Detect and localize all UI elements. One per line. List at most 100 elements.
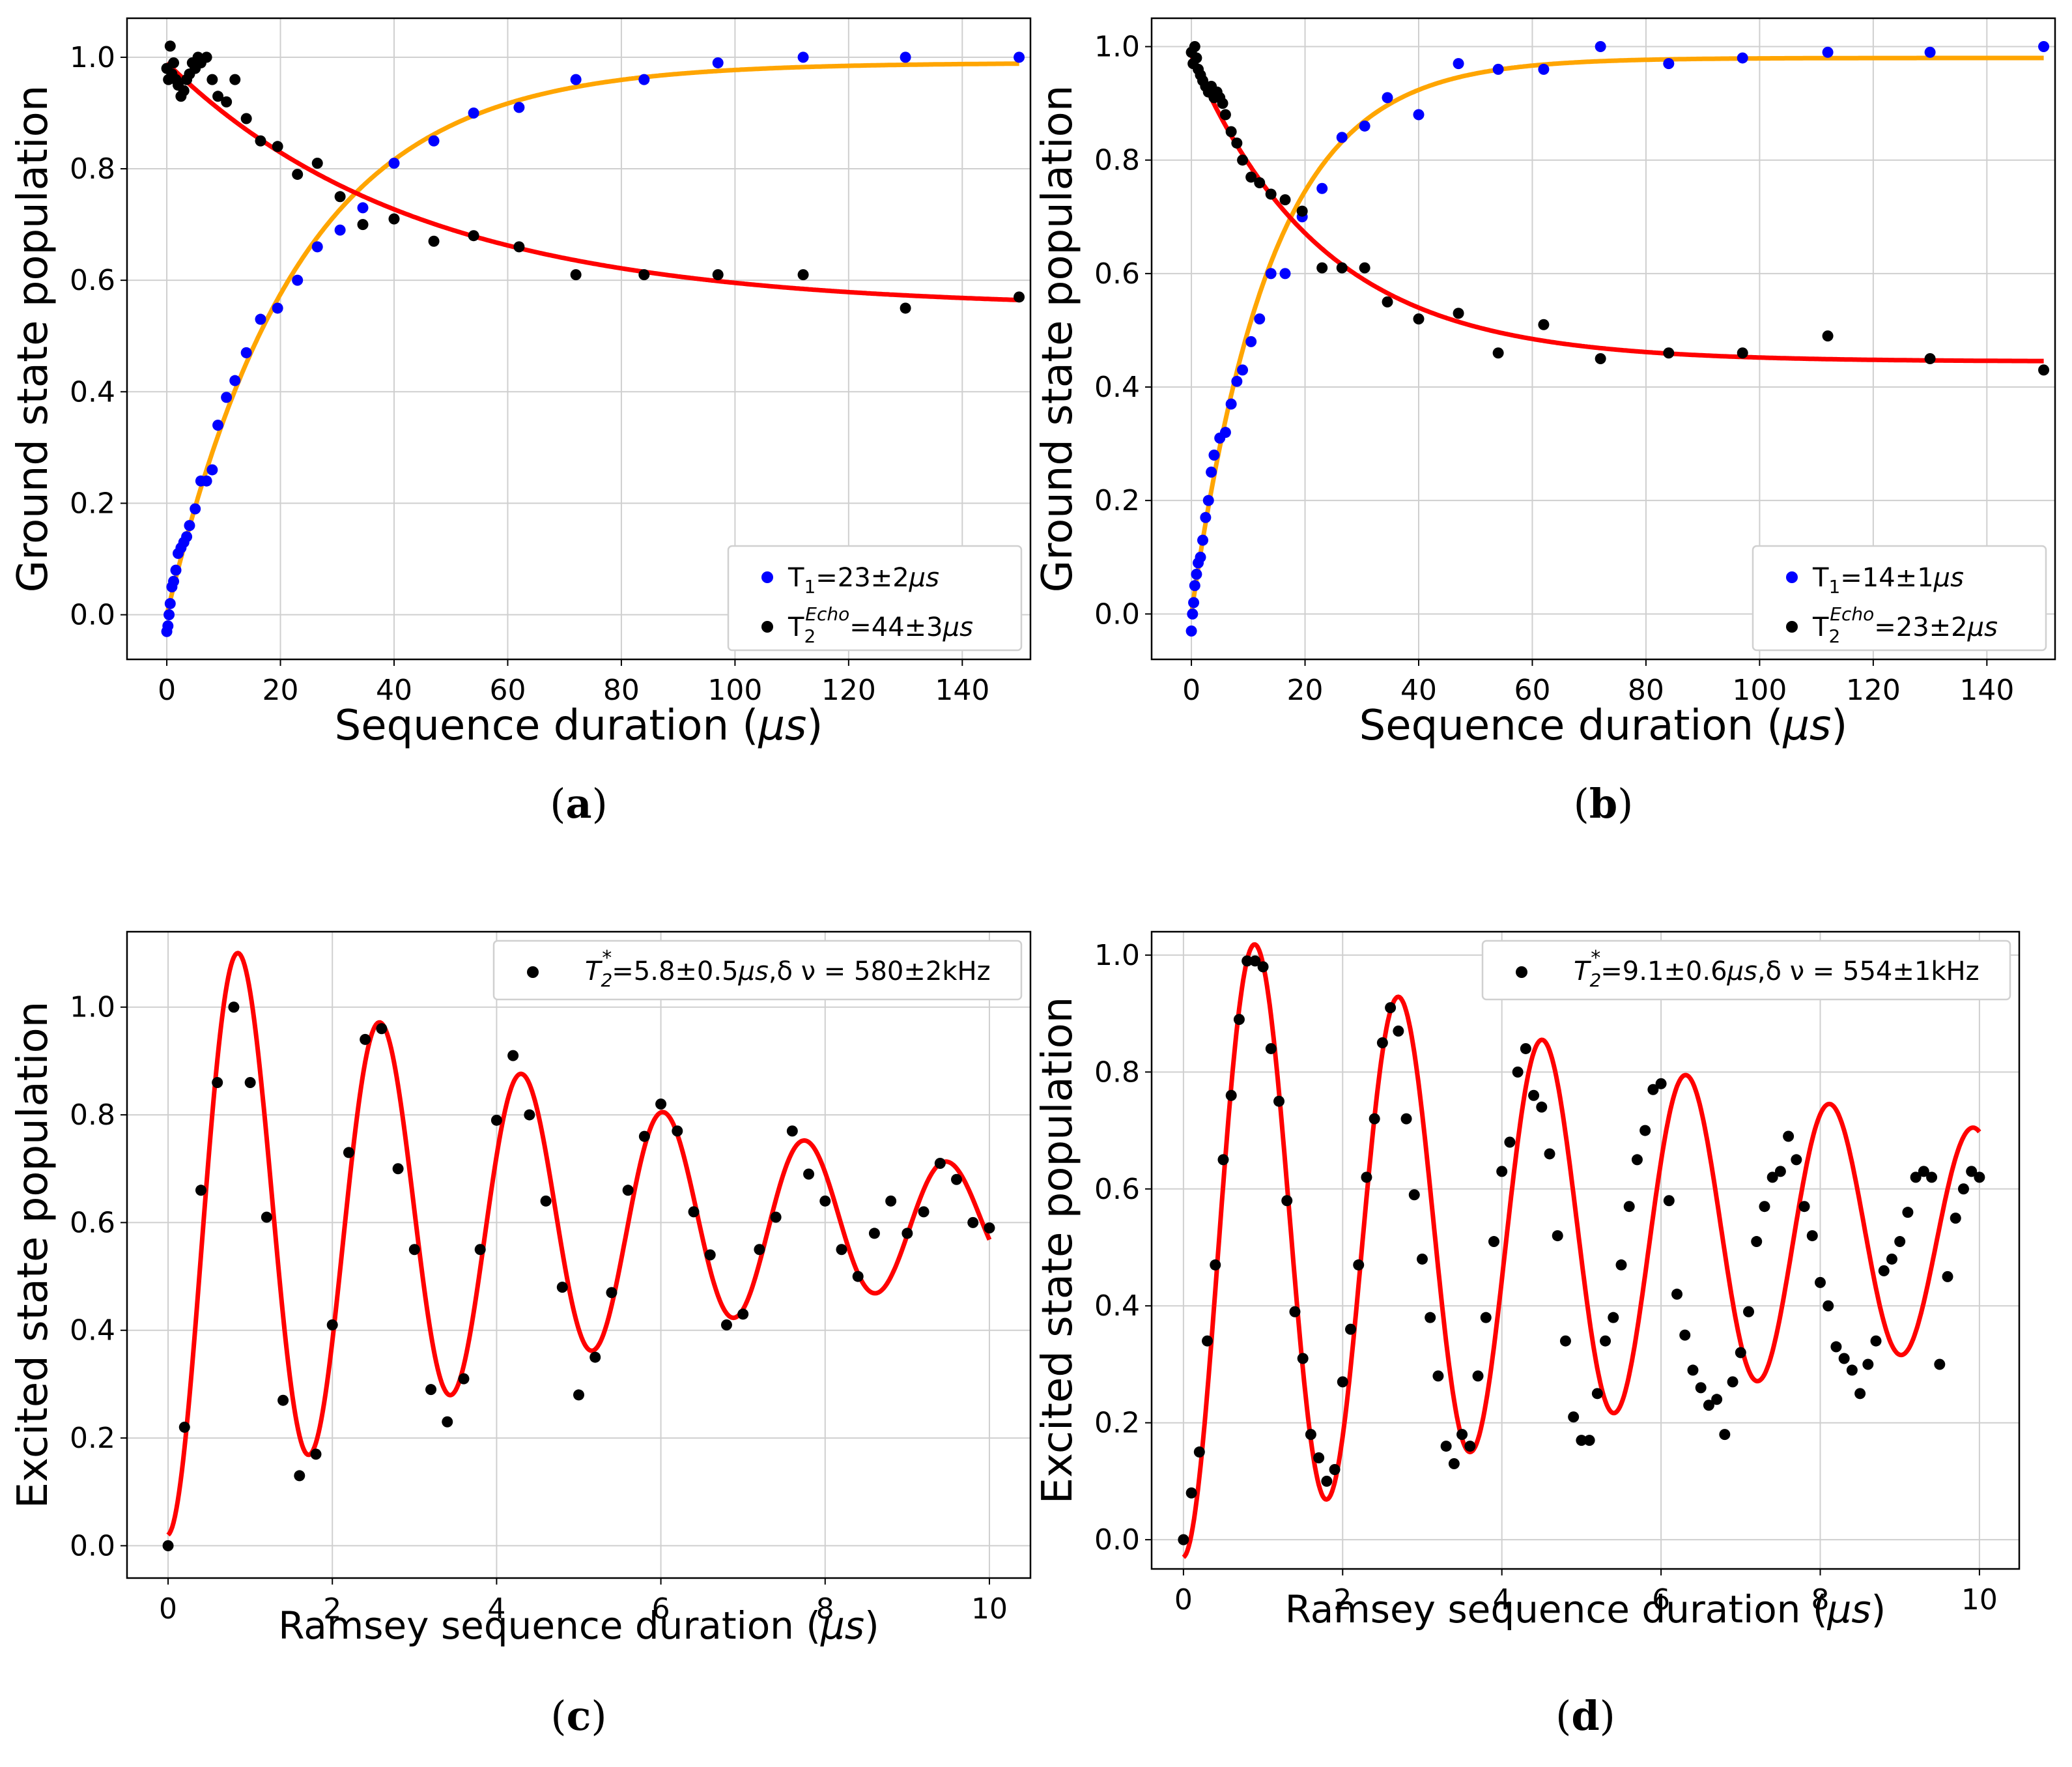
data-point — [1189, 580, 1200, 592]
data-point — [1926, 1171, 1938, 1183]
data-point — [1413, 109, 1425, 121]
data-point — [1185, 625, 1197, 637]
data-point — [1337, 1376, 1348, 1388]
data-point — [1305, 1429, 1316, 1441]
data-point — [261, 1211, 272, 1223]
data-point — [272, 141, 283, 152]
data-point — [1217, 98, 1228, 109]
data-point — [1289, 1306, 1301, 1317]
data-point — [428, 135, 440, 147]
y-tick-label: 0.4 — [70, 375, 115, 409]
data-point — [1219, 109, 1231, 121]
data-point — [212, 420, 224, 431]
plot-frame — [126, 17, 1032, 661]
x-tick-label: 20 — [263, 674, 299, 707]
fit-curve — [1182, 942, 1981, 1559]
y-tick-label: 0.4 — [1094, 371, 1140, 404]
data-point — [1245, 336, 1257, 347]
data-point — [1719, 1429, 1731, 1441]
data-point — [900, 302, 911, 314]
y-tick-label: 0.0 — [1094, 597, 1140, 631]
panel-caption: (d) — [1555, 1692, 1615, 1740]
data-point — [206, 464, 218, 476]
data-point — [1671, 1288, 1683, 1300]
data-point — [1492, 63, 1504, 75]
data-point — [195, 1185, 206, 1196]
data-point — [1783, 1130, 1795, 1142]
legend: T1=14±1μs T2Echo=23±2μs — [1752, 545, 2047, 652]
data-point — [1950, 1213, 1961, 1224]
data-point — [1296, 205, 1308, 217]
data-point — [1600, 1335, 1611, 1347]
x-tick-label: 140 — [935, 674, 989, 707]
data-point — [244, 1076, 256, 1088]
x-axis-title: Sequence duration (μs) — [335, 702, 823, 750]
data-point — [1329, 1463, 1341, 1475]
data-point — [1544, 1148, 1555, 1160]
legend: T1=23±2μs T2Echo=44±3μs — [727, 545, 1023, 652]
data-point — [1313, 1452, 1325, 1464]
y-axis-title: Excited state population — [1034, 997, 1082, 1504]
data-point — [360, 1033, 371, 1045]
data-point — [1679, 1329, 1691, 1341]
legend-box — [492, 940, 1023, 1001]
data-point — [1822, 330, 1834, 342]
data-point — [201, 475, 212, 487]
y-tick-label: 1.0 — [1094, 31, 1140, 64]
data-point — [1886, 1253, 1897, 1265]
data-point — [1520, 1042, 1531, 1054]
data-point — [425, 1384, 437, 1396]
data-point — [1854, 1388, 1866, 1400]
data-point — [1774, 1166, 1786, 1177]
data-point — [1210, 1259, 1221, 1271]
legend-label: T2Echo=23±2μs — [1812, 603, 1998, 647]
fit-curve — [164, 61, 1020, 616]
y-tick-label: 0.8 — [1094, 1056, 1140, 1089]
data-point — [704, 1249, 716, 1261]
data-point — [1647, 1084, 1659, 1095]
data-point — [1838, 1353, 1850, 1364]
x-tick-label: 8 — [816, 1592, 834, 1626]
data-point — [1316, 262, 1328, 274]
data-point — [1187, 608, 1199, 620]
y-axis-title: Ground state population — [1034, 85, 1082, 593]
data-point — [1639, 1125, 1651, 1136]
data-point — [357, 202, 369, 214]
data-point — [1353, 1259, 1365, 1271]
data-point — [622, 1185, 634, 1196]
panel-d: 0 2 4 6 8 10 0.0 0.2 0.4 0.6 0.8 1.0 T2*=9.1±0.6μs,δ… — [1034, 930, 2021, 1740]
plot-frame — [1150, 930, 2021, 1570]
data-point — [468, 107, 479, 119]
data-point — [1966, 1166, 1978, 1177]
data-point — [589, 1351, 601, 1363]
data-point — [1237, 154, 1249, 166]
data-point — [1528, 1089, 1540, 1101]
data-point — [490, 1114, 502, 1126]
data-point — [1759, 1201, 1770, 1213]
x-tick-label: 60 — [1514, 674, 1550, 707]
y-tick-label: 0.0 — [70, 599, 115, 632]
data-point — [1265, 188, 1277, 200]
y-tick-label: 0.6 — [70, 1206, 115, 1239]
data-point — [408, 1244, 420, 1256]
data-point — [168, 57, 180, 68]
data-point — [212, 91, 224, 102]
data-point — [1400, 1113, 1412, 1125]
data-point — [1924, 352, 1936, 364]
data-point — [754, 1244, 765, 1256]
data-point — [1336, 262, 1348, 274]
data-point — [1432, 1370, 1444, 1382]
legend-marker — [761, 571, 773, 583]
data-point — [376, 1023, 388, 1035]
data-point — [164, 40, 176, 52]
data-point — [1456, 1429, 1468, 1441]
x-tick-label: 0 — [1174, 1583, 1193, 1616]
data-point — [638, 269, 650, 281]
data-point — [1464, 1441, 1476, 1452]
x-tick-label: 80 — [1628, 674, 1664, 707]
x-tick-label: 4 — [487, 1592, 505, 1626]
y-tick-label: 0.2 — [70, 1422, 115, 1455]
data-point — [1242, 955, 1253, 967]
data-point — [1737, 52, 1748, 64]
